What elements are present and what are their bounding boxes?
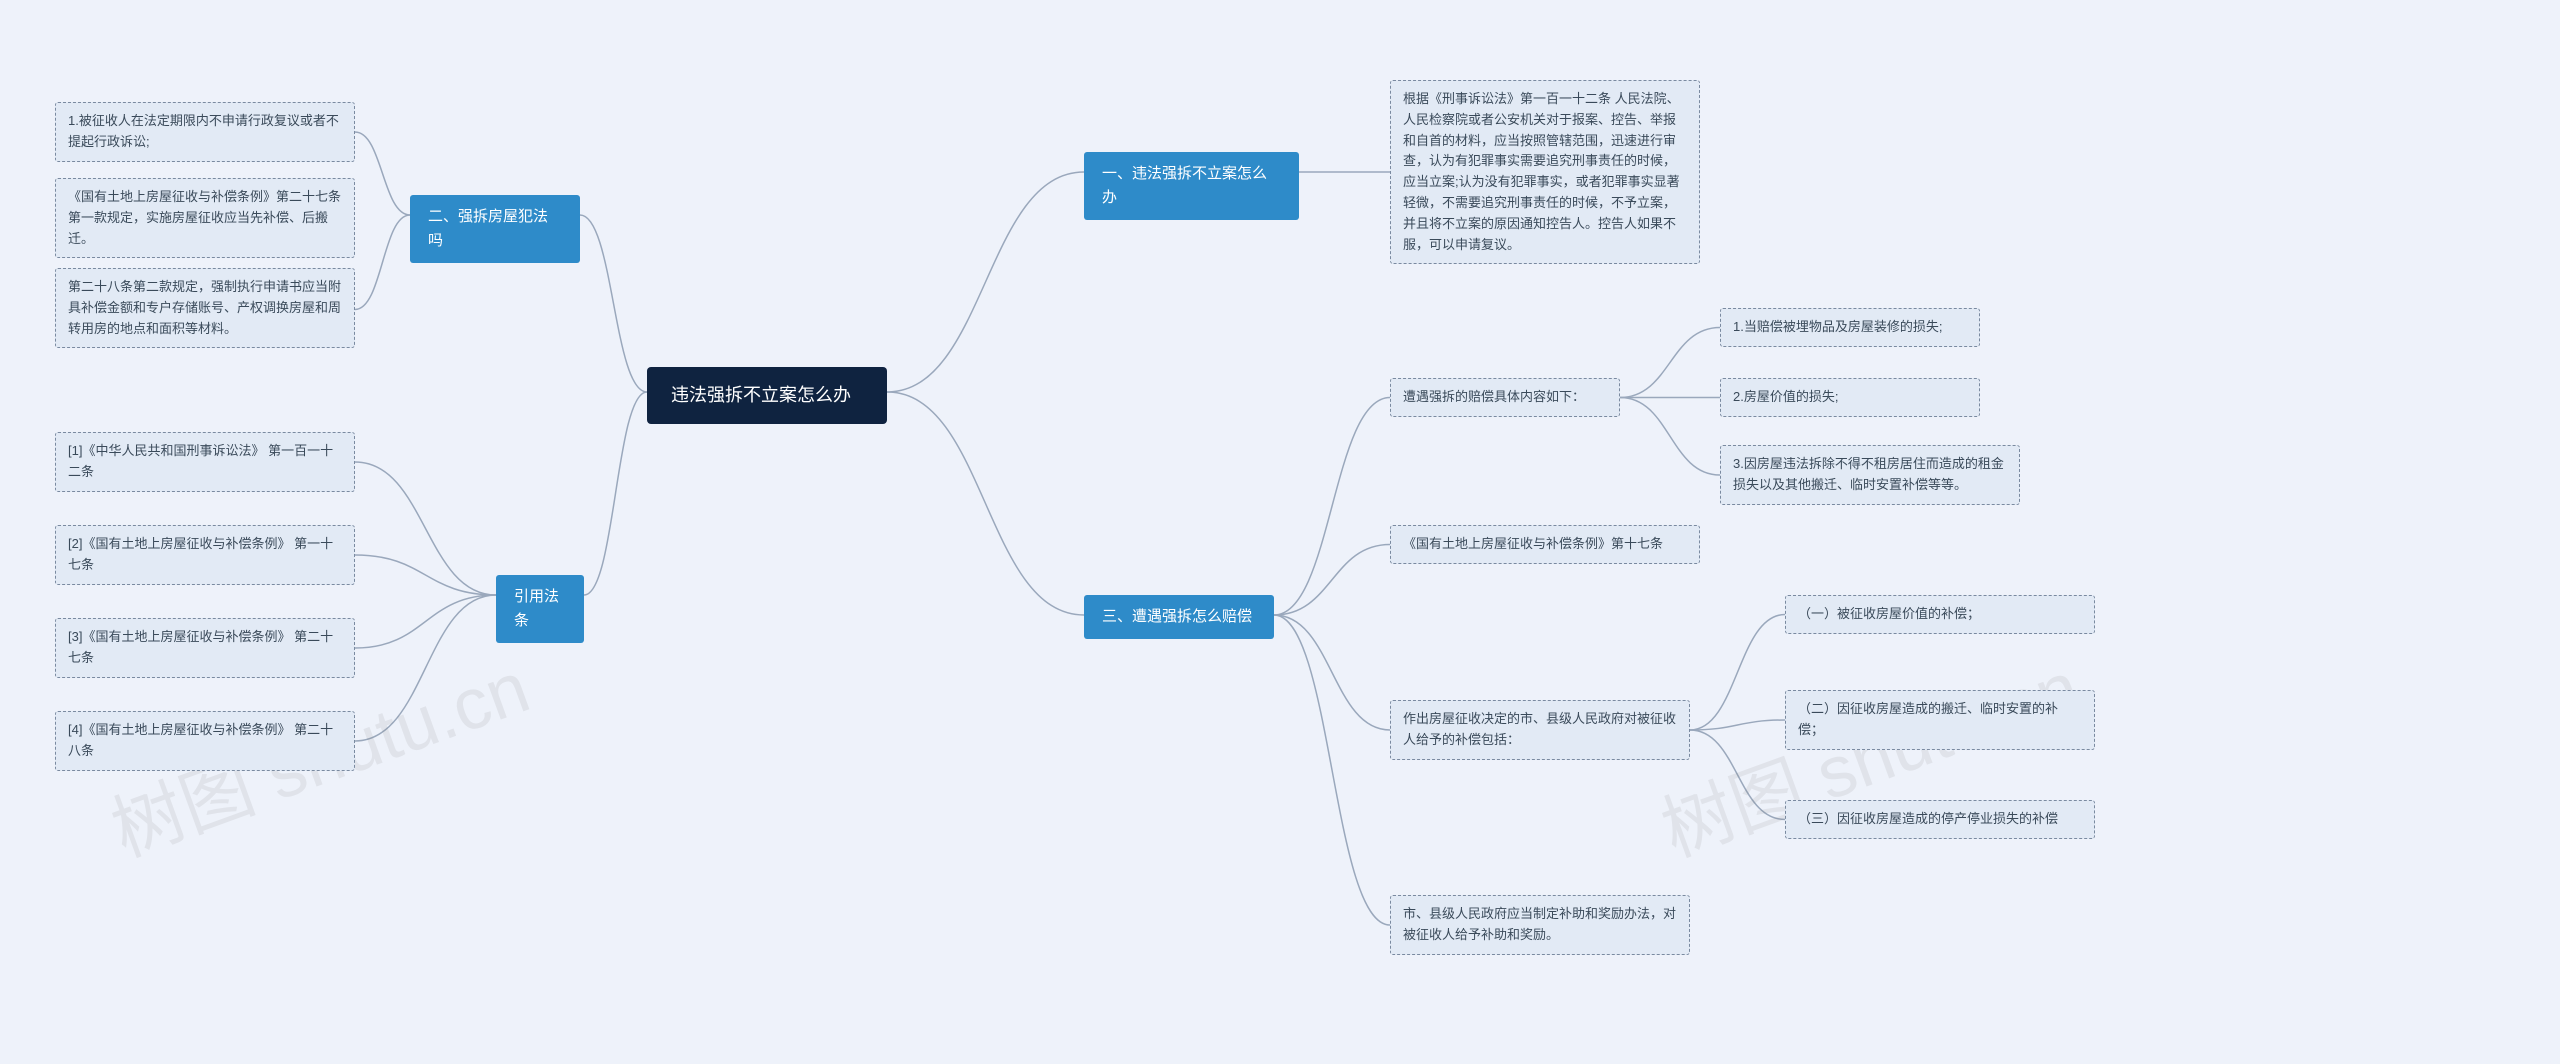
leaf-l-stack-0: 《国有土地上房屋征收与补偿条例》第二十七条第一款规定，实施房屋征收应当先补偿、后… — [55, 178, 355, 258]
leaf-r-1-2-1: （二）因征收房屋造成的搬迁、临时安置的补偿； — [1785, 690, 2095, 750]
leaf-r-1-1: 《国有土地上房屋征收与补偿条例》第十七条 — [1390, 525, 1700, 564]
leaf-l-1-2: [3]《国有土地上房屋征收与补偿条例》 第二十七条 — [55, 618, 355, 678]
leaf-r-1-0: 遭遇强拆的赔偿具体内容如下： — [1390, 378, 1620, 417]
leaf-r-1-3: 市、县级人民政府应当制定补助和奖励办法，对被征收人给予补助和奖励。 — [1390, 895, 1690, 955]
root-node: 违法强拆不立案怎么办 — [647, 367, 887, 424]
main-right-0: 一、违法强拆不立案怎么办 — [1084, 152, 1299, 220]
leaf-l-stack-1: 第二十八条第二款规定，强制执行申请书应当附具补偿金额和专户存储账号、产权调换房屋… — [55, 268, 355, 348]
watermark-2: 树图 shutu.cn — [1645, 629, 2091, 877]
main-left-1: 引用法条 — [496, 575, 584, 643]
leaf-r-0-0: 根据《刑事诉讼法》第一百一十二条 人民法院、人民检察院或者公安机关对于报案、控告… — [1390, 80, 1700, 264]
leaf-r-1-0-0: 1.当赔偿被埋物品及房屋装修的损失; — [1720, 308, 1980, 347]
leaf-r-1-0-1: 2.房屋价值的损失; — [1720, 378, 1980, 417]
leaf-l-1-0: [1]《中华人民共和国刑事诉讼法》 第一百一十二条 — [55, 432, 355, 492]
main-left-0: 二、强拆房屋犯法吗 — [410, 195, 580, 263]
leaf-l-1-3: [4]《国有土地上房屋征收与补偿条例》 第二十八条 — [55, 711, 355, 771]
leaf-l-1-1: [2]《国有土地上房屋征收与补偿条例》 第一十七条 — [55, 525, 355, 585]
leaf-r-1-2: 作出房屋征收决定的市、县级人民政府对被征收人给予的补偿包括： — [1390, 700, 1690, 760]
leaf-l-0-0: 1.被征收人在法定期限内不申请行政复议或者不提起行政诉讼; — [55, 102, 355, 162]
main-right-1: 三、遭遇强拆怎么赔偿 — [1084, 595, 1274, 639]
leaf-r-1-2-0: （一）被征收房屋价值的补偿； — [1785, 595, 2095, 634]
leaf-r-1-2-2: （三）因征收房屋造成的停产停业损失的补偿 — [1785, 800, 2095, 839]
leaf-r-1-0-2: 3.因房屋违法拆除不得不租房居住而造成的租金损失以及其他搬迁、临时安置补偿等等。 — [1720, 445, 2020, 505]
